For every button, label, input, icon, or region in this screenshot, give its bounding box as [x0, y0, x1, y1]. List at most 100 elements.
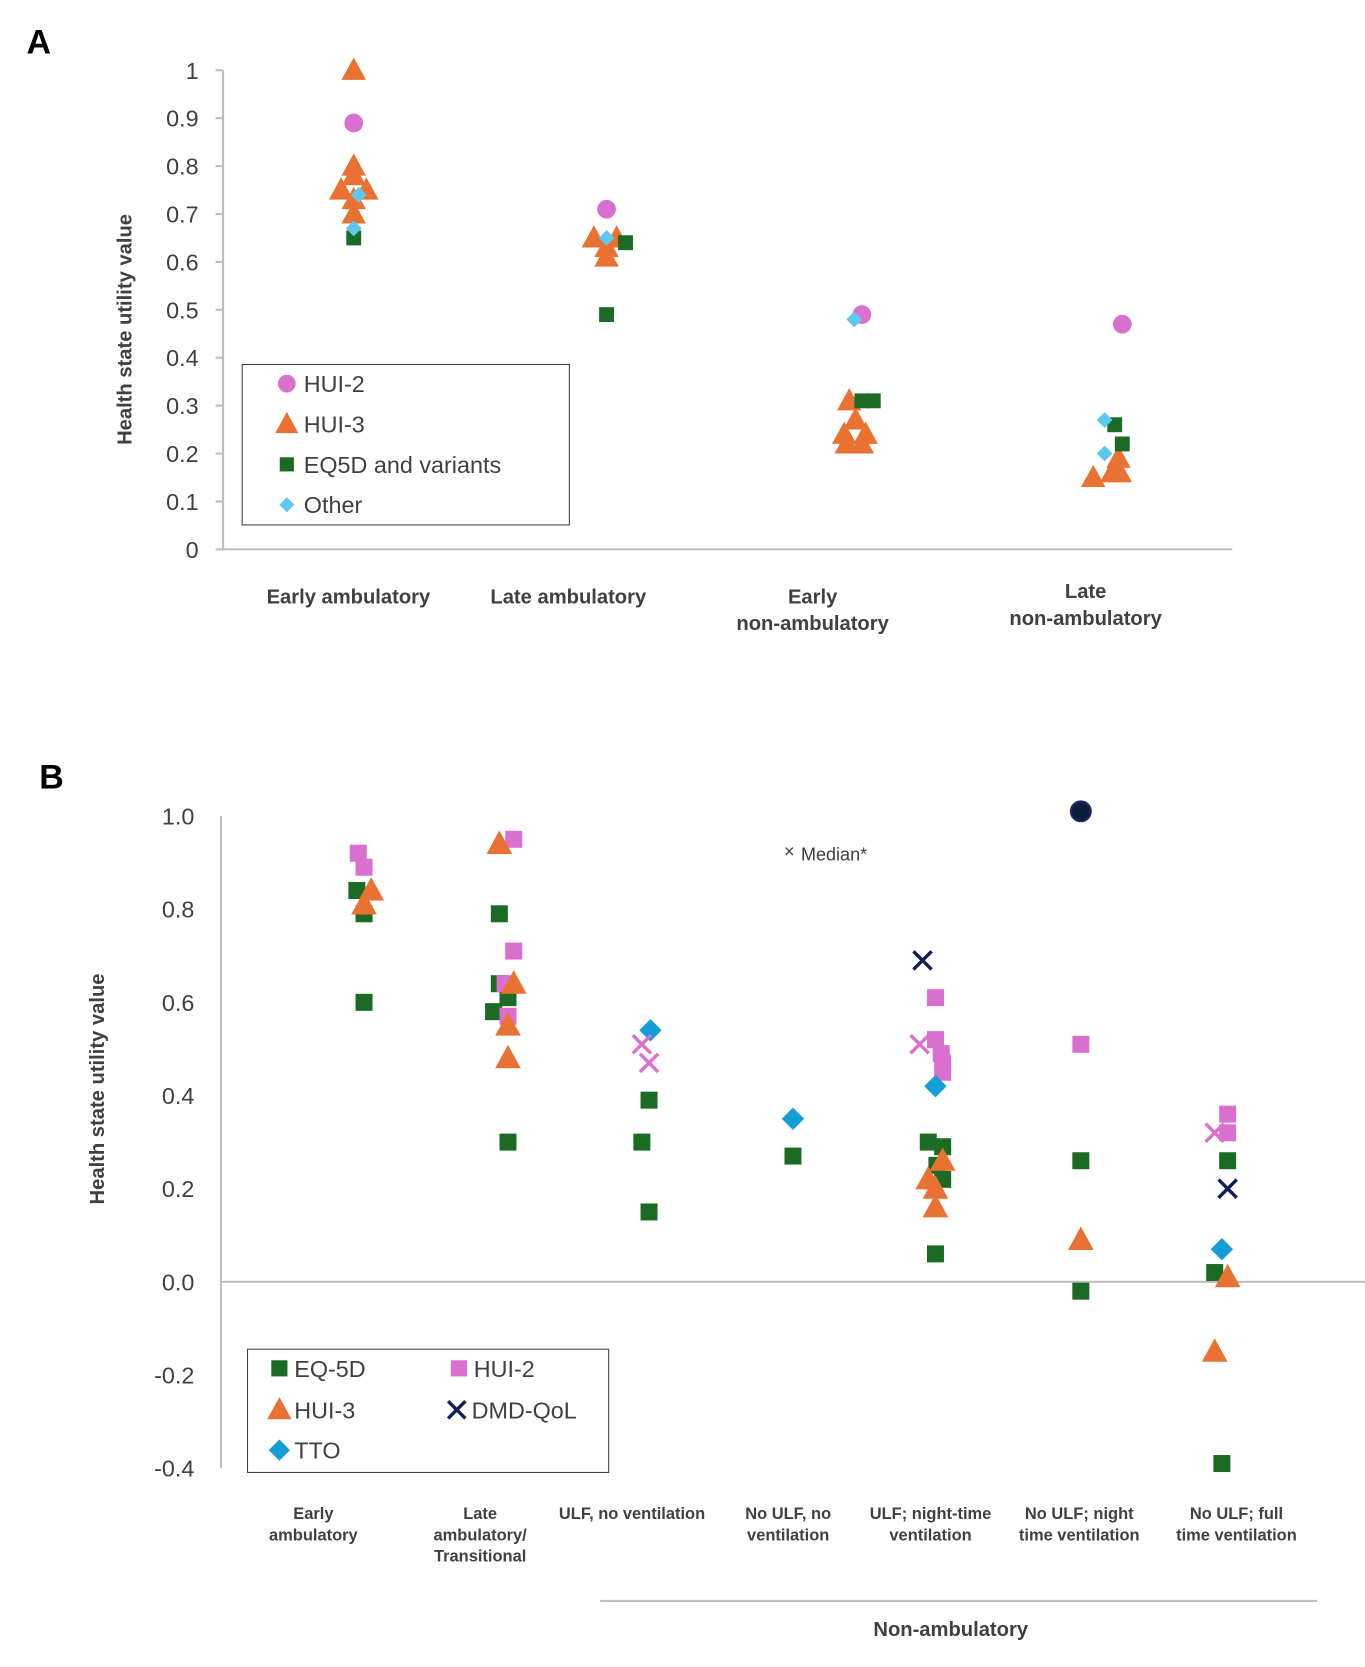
- y-tick-label: 0.5: [166, 297, 198, 323]
- square-data-point: [1114, 436, 1130, 452]
- x-category-label: ULF; night-time: [870, 1505, 992, 1523]
- triangle-data-point: [500, 970, 527, 994]
- square-data-point: [1219, 1152, 1237, 1170]
- circle-data-point: [1112, 314, 1132, 334]
- diamond-data-point: [350, 186, 367, 203]
- y-tick-label: 0.6: [166, 249, 198, 275]
- circle-data-point: [597, 199, 616, 219]
- square-data-point: [865, 393, 881, 409]
- diamond-data-point: [846, 311, 863, 328]
- x-data-point: [1217, 1178, 1238, 1199]
- series-hui-2: [349, 830, 1237, 1142]
- diamond-legend-icon: [268, 1439, 291, 1461]
- diamond-data-point: [345, 220, 362, 237]
- triangle-data-point: [1068, 1226, 1094, 1250]
- series-hui-3: [328, 57, 1132, 488]
- x-category-label: ULF, no ventilation: [559, 1505, 705, 1523]
- legend-label: TTO: [294, 1438, 340, 1464]
- group-label-non-ambulatory: Non-ambulatory: [873, 1619, 1028, 1641]
- circle-legend-icon: [277, 374, 296, 393]
- diamond-data-point: [598, 230, 615, 246]
- x-category-label: Early: [788, 587, 838, 609]
- circle-data-point: [1069, 800, 1092, 823]
- x-data-point: [912, 950, 933, 971]
- y-tick-label: -0.4: [154, 1456, 194, 1482]
- square-data-point: [1219, 1124, 1237, 1142]
- y-tick-label: 0.8: [166, 154, 198, 180]
- square-legend-icon: [271, 1360, 288, 1377]
- square-data-point: [1206, 1264, 1224, 1282]
- square-data-point: [355, 993, 373, 1011]
- square-data-point: [926, 989, 944, 1007]
- diamond-data-point: [1096, 445, 1113, 462]
- triangle-data-point: [495, 1044, 521, 1069]
- x-legend-icon: [446, 1399, 467, 1420]
- x-category-label: Early: [293, 1505, 334, 1523]
- triangle-data-point: [341, 186, 366, 210]
- series-eq5d-and-variants: [346, 230, 1130, 452]
- triangle-data-point: [351, 891, 377, 915]
- series-hui-2-median: [631, 1033, 1225, 1144]
- square-data-point: [1219, 1105, 1237, 1123]
- triangle-data-point: [1081, 464, 1106, 488]
- y-tick-label: 0.2: [162, 1176, 194, 1202]
- chart-a: Health state utility value 0 0.1 0.2 0.3 0.4…: [115, 57, 1233, 635]
- square-data-point: [599, 307, 614, 323]
- square-data-point: [1072, 1282, 1090, 1300]
- triangle-data-point: [495, 1012, 521, 1036]
- x-category-label: non-ambulatory: [1009, 608, 1162, 630]
- y-tick-label: 0.2: [166, 441, 198, 467]
- series-hui-2: [344, 113, 1132, 334]
- y-tick-label: 1.0: [162, 803, 194, 829]
- circle-data-point: [344, 113, 364, 133]
- square-data-point: [926, 1245, 944, 1263]
- square-data-point: [926, 1031, 944, 1049]
- series-unlabelled: [1069, 800, 1092, 823]
- legend-label: EQ5D and variants: [304, 452, 501, 478]
- y-tick-label: 0.9: [166, 106, 198, 132]
- median-marker-icon: ×: [784, 841, 795, 861]
- x-category-label: No ULF; full: [1190, 1505, 1283, 1523]
- square-data-point: [640, 1203, 658, 1221]
- legend-box: [241, 363, 570, 526]
- legend-label: Other: [304, 492, 363, 518]
- y-tick-label: 0.8: [162, 897, 194, 923]
- x-category-label: Late: [463, 1505, 497, 1523]
- square-data-point: [854, 393, 870, 409]
- triangle-data-point: [341, 201, 366, 224]
- square-data-point: [934, 1063, 952, 1081]
- triangle-data-point: [341, 57, 366, 80]
- square-data-point: [640, 1091, 658, 1109]
- legend-label: DMD-QoL: [472, 1397, 577, 1423]
- x-data-point: [631, 1033, 653, 1055]
- triangle-data-point: [594, 244, 619, 267]
- series-tto: [639, 1019, 1234, 1261]
- y-axis-title-a: Health state utility value: [115, 214, 137, 445]
- median-annotation: Median*: [801, 845, 867, 865]
- square-legend-icon: [279, 457, 294, 472]
- square-data-point: [349, 844, 367, 862]
- y-tick-label: 0.4: [162, 1083, 194, 1109]
- square-data-point: [348, 882, 366, 900]
- y-tick-label: 0.6: [162, 990, 194, 1016]
- x-category-label: Early ambulatory: [267, 587, 431, 609]
- legend-label: EQ-5D: [294, 1356, 365, 1382]
- x-category-label: Late: [1065, 581, 1106, 603]
- triangle-data-point: [328, 177, 354, 200]
- series-other: [345, 186, 1113, 462]
- triangle-data-point: [581, 225, 607, 248]
- x-category-label: non-ambulatory: [736, 613, 889, 635]
- x-category-label: ambulatory: [269, 1526, 359, 1544]
- x-category-label: time ventilation: [1019, 1526, 1140, 1544]
- legend-label: HUI-3: [294, 1397, 355, 1423]
- square-data-point: [934, 1138, 952, 1156]
- triangle-legend-icon: [275, 411, 299, 434]
- y-tick-label: 0.7: [166, 201, 198, 227]
- x-category-label: Late ambulatory: [490, 587, 647, 609]
- triangle-data-point: [1099, 459, 1125, 483]
- diamond-data-point: [1096, 412, 1113, 428]
- y-tick-label: 0.4: [166, 345, 198, 371]
- triangle-data-point: [843, 407, 868, 430]
- triangle-data-point: [1201, 1338, 1228, 1362]
